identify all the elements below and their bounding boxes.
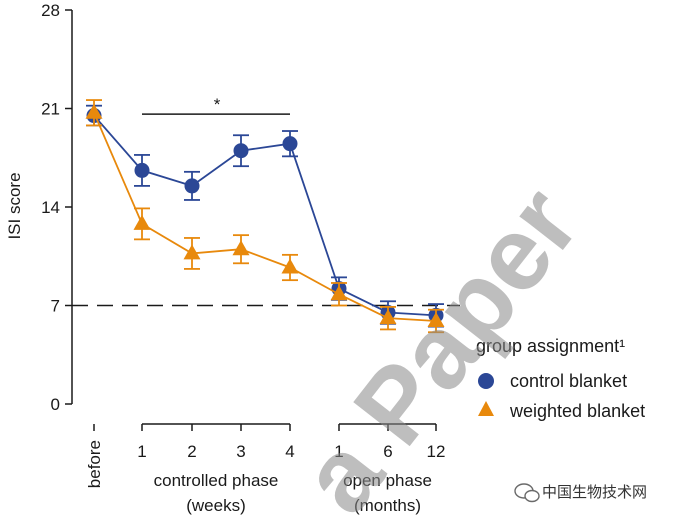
data-point — [232, 240, 250, 256]
legend-label-control-blanket: control blanket — [510, 371, 627, 391]
corner-watermark-text: 中国生物技术网 — [542, 484, 647, 501]
y-tick-label: 7 — [51, 297, 60, 316]
series-control-blanket — [86, 104, 444, 328]
y-tick-label: 28 — [41, 1, 60, 20]
phase-unit-label: (weeks) — [186, 496, 246, 515]
data-point — [282, 136, 298, 152]
legend-label-weighted-blanket: weighted blanket — [509, 401, 645, 421]
x-tick-label: 1 — [137, 442, 146, 461]
x-tick-label: before — [85, 440, 104, 488]
phase-label: controlled phase — [154, 471, 279, 490]
x-tick-label: 3 — [236, 442, 245, 461]
x-tick-label: 4 — [285, 442, 294, 461]
x-tick-label: 6 — [383, 442, 392, 461]
data-point — [134, 162, 150, 178]
significance-layer: * — [142, 95, 290, 115]
y-tick-label: 14 — [41, 198, 60, 217]
data-point — [330, 285, 348, 301]
data-point — [427, 311, 445, 327]
series-layer — [85, 99, 445, 334]
phase-unit-label: (months) — [354, 496, 421, 515]
series-line — [93, 112, 437, 322]
data-point — [233, 143, 249, 159]
legend-marker-weighted-blanket — [478, 401, 494, 416]
legend-marker-control-blanket — [478, 373, 494, 389]
significance-label: * — [214, 95, 221, 114]
data-point — [133, 214, 151, 230]
x-tick-label: 1 — [334, 442, 343, 461]
legend: group assignment¹ control blanket weight… — [476, 336, 645, 421]
data-point — [85, 103, 103, 119]
x-tick-label: 2 — [187, 442, 196, 461]
data-point — [281, 258, 299, 274]
wechat-icon — [514, 483, 540, 503]
phase-label: open phase — [343, 471, 432, 490]
series-weighted-blanket — [85, 99, 445, 334]
series-line — [93, 114, 437, 317]
data-point — [183, 244, 201, 260]
corner-watermark: 中国生物技术网 — [514, 483, 647, 503]
data-point — [379, 309, 397, 325]
x-tick-label: 12 — [427, 442, 446, 461]
y-tick-label: 0 — [51, 395, 60, 414]
data-point — [184, 178, 200, 194]
y-axis-label: ISI score — [5, 172, 24, 239]
legend-title: group assignment¹ — [476, 336, 625, 356]
y-tick-label: 21 — [41, 100, 60, 119]
